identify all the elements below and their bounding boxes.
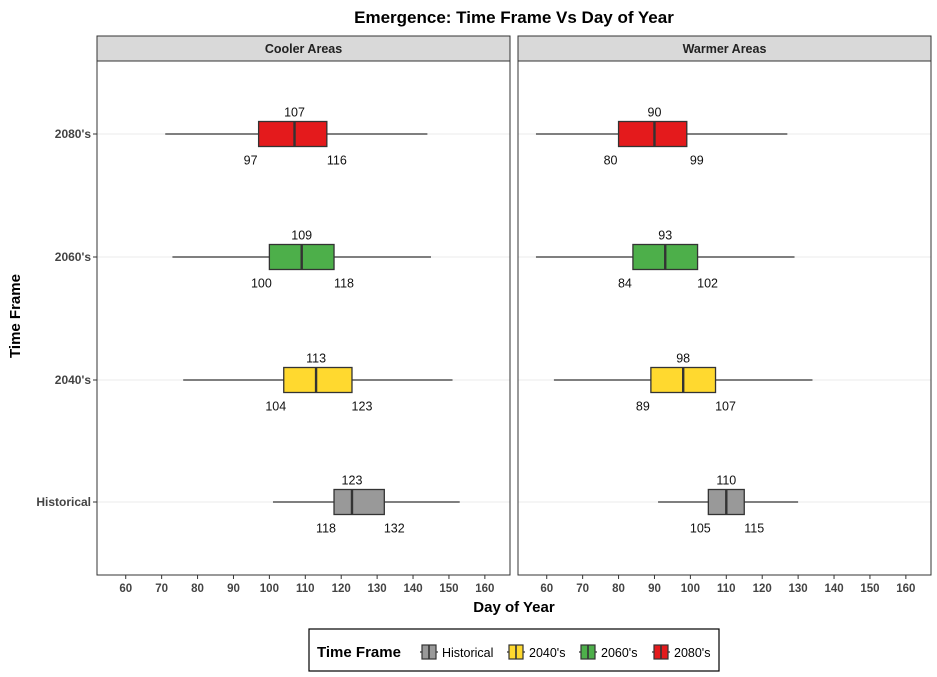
x-tick-label-90: 90	[227, 583, 240, 595]
x-tick-label-80: 80	[191, 583, 204, 595]
median-label-2060-s: 93	[658, 229, 672, 243]
y-tick-label-2060-s: 2060's	[55, 250, 92, 264]
q1-label-historical: 118	[316, 522, 336, 536]
facet-warmer-areas: Warmer Areas 110 105 115 98 89 107 93 84 102 90 80 9…	[517, 35, 932, 595]
x-tick-label-110: 110	[717, 583, 736, 595]
q1-label-2080-s: 97	[244, 154, 258, 168]
facet-strip-warmer-areas	[517, 35, 932, 62]
facet-cooler-areas: Cooler Areas 123 118 132 113 104 123 109 100 118 1…	[96, 35, 511, 595]
x-axis-title: Day of Year	[473, 599, 555, 616]
median-label-historical: 123	[342, 474, 363, 488]
x-tick-label-100: 100	[681, 583, 700, 595]
q1-label-2040-s: 104	[265, 400, 286, 414]
legend-label-2080-s: 2080's	[674, 646, 710, 660]
q3-label-2060-s: 102	[697, 277, 718, 291]
x-tick-label-150: 150	[439, 583, 458, 595]
q3-label-2060-s: 118	[334, 277, 354, 291]
x-tick-label-70: 70	[155, 583, 168, 595]
x-tick-label-100: 100	[260, 583, 279, 595]
median-label-2080-s: 107	[284, 106, 305, 120]
legend-label-2060-s: 2060's	[601, 646, 637, 660]
x-tick-label-80: 80	[612, 583, 625, 595]
x-tick-label-120: 120	[332, 583, 351, 595]
y-tick-label-2040-s: 2040's	[55, 373, 92, 387]
y-tick-label-historical: Historical	[36, 495, 91, 509]
q3-label-2080-s: 116	[327, 154, 347, 168]
legend-label-2040-s: 2040's	[529, 646, 565, 660]
median-label-historical: 110	[716, 474, 736, 488]
facet-strip-label-warmer-areas: Warmer Areas	[683, 42, 767, 56]
x-tick-label-120: 120	[753, 583, 772, 595]
x-tick-label-130: 130	[368, 583, 387, 595]
legend-label-historical: Historical	[442, 646, 493, 660]
q3-label-historical: 132	[384, 522, 405, 536]
box-2080-s	[257, 120, 328, 148]
median-label-2040-s: 113	[306, 352, 326, 366]
x-tick-label-160: 160	[475, 583, 494, 595]
facet-strip-cooler-areas	[96, 35, 511, 62]
box-historical	[333, 488, 385, 516]
x-tick-label-70: 70	[576, 583, 589, 595]
legend: Time Frame Historical 2040's 2060's 2080's	[308, 628, 720, 672]
median-label-2080-s: 90	[648, 106, 662, 120]
q1-label-2060-s: 100	[251, 277, 272, 291]
legend-entries: Historical 2040's 2060's 2080's	[420, 644, 710, 660]
q3-label-2040-s: 107	[715, 400, 736, 414]
q3-label-2080-s: 99	[690, 154, 704, 168]
x-tick-label-110: 110	[296, 583, 315, 595]
x-tick-label-140: 140	[403, 583, 422, 595]
median-label-2040-s: 98	[676, 352, 690, 366]
q3-label-historical: 115	[744, 522, 764, 536]
median-label-2060-s: 109	[291, 229, 312, 243]
panel-border-cooler-areas	[96, 60, 511, 576]
x-tick-label-90: 90	[648, 583, 661, 595]
box-2040-s	[283, 366, 353, 394]
y-axis-ticks: Historical 2040's 2060's 2080's	[36, 127, 97, 509]
x-tick-label-130: 130	[789, 583, 808, 595]
panel-border-warmer-areas	[517, 60, 932, 576]
q1-label-2060-s: 84	[618, 277, 632, 291]
x-tick-label-150: 150	[860, 583, 879, 595]
y-tick-label-2080-s: 2080's	[55, 127, 92, 141]
x-tick-label-60: 60	[540, 583, 553, 595]
facet-panels: Cooler Areas 123 118 132 113 104 123 109 100 118 1…	[96, 35, 932, 595]
facet-strip-label-cooler-areas: Cooler Areas	[265, 42, 342, 56]
x-tick-label-60: 60	[119, 583, 132, 595]
y-axis-title: Time Frame	[7, 274, 24, 358]
q1-label-2040-s: 89	[636, 400, 650, 414]
x-tick-label-160: 160	[896, 583, 915, 595]
x-tick-label-140: 140	[824, 583, 843, 595]
q1-label-2080-s: 80	[604, 154, 618, 168]
box-2080-s	[617, 120, 688, 148]
legend-title: Time Frame	[317, 644, 401, 661]
q1-label-historical: 105	[690, 522, 711, 536]
chart-title: Emergence: Time Frame Vs Day of Year	[354, 8, 674, 27]
q3-label-2040-s: 123	[352, 400, 373, 414]
